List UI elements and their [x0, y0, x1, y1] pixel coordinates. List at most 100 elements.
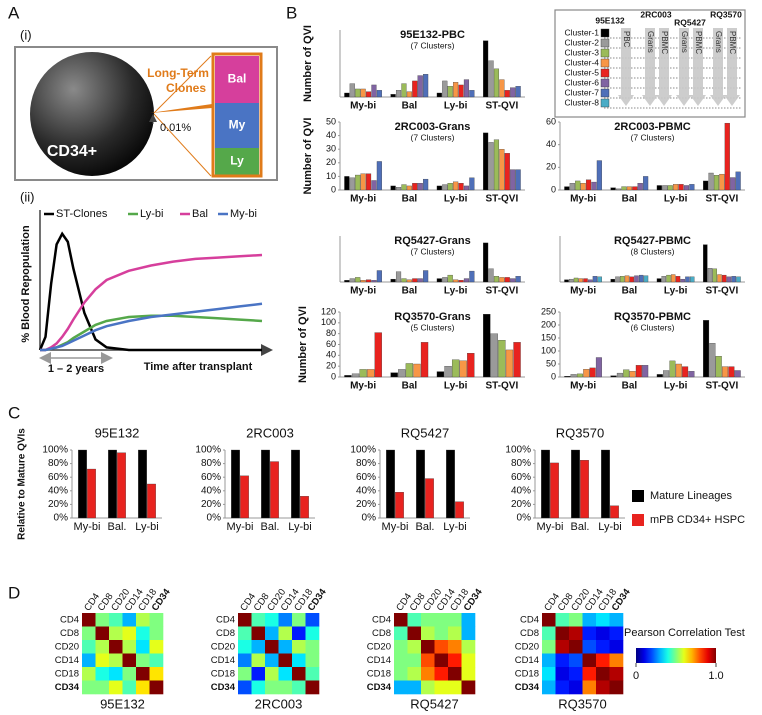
bar [621, 186, 627, 191]
y-tick-label: 100% [505, 445, 531, 456]
y-tick-label: 60 [326, 339, 336, 349]
bar [731, 276, 736, 283]
bar [451, 359, 460, 378]
heat-cell [265, 667, 279, 681]
row-label: CD8 [520, 628, 539, 639]
legend-label: Ly-bi [140, 208, 163, 220]
bar [642, 365, 649, 378]
bar [689, 184, 695, 191]
x-tick-label: Ly-bi [444, 194, 468, 205]
heat-cell [461, 613, 476, 627]
chart-title: RQ3570 [556, 425, 604, 440]
bar [401, 184, 407, 191]
x-tick-label: Ly-bi [444, 101, 468, 112]
legend-swatch [600, 88, 610, 98]
bar [610, 187, 616, 191]
x-tick-label: My-bi [350, 194, 376, 205]
heat-cell [278, 667, 293, 681]
bar [576, 373, 583, 378]
row-label: CD4 [60, 614, 79, 625]
bar [483, 132, 489, 191]
chart-subtitle: (5 Clusters) [411, 322, 455, 332]
bar [713, 175, 720, 191]
heat-cell [251, 667, 266, 681]
heat-cell [569, 680, 583, 695]
heat-cell [95, 653, 110, 668]
chart-subtitle: (7 Clusters) [411, 40, 455, 50]
bar [504, 90, 510, 98]
legend-label: My-bi [230, 208, 257, 220]
bar [78, 449, 87, 519]
row-label: CD8 [60, 628, 79, 639]
bar [569, 183, 575, 191]
bar [371, 280, 377, 283]
bar [682, 366, 689, 378]
legend-swatch [600, 78, 610, 88]
legend-label: Cluster-6 [565, 77, 600, 87]
x-tick-label: Bal. [261, 521, 280, 533]
y-tick-label: 80% [511, 458, 531, 469]
heat-cell [292, 680, 306, 695]
heat-cell [122, 613, 137, 627]
heat-cell [238, 640, 252, 654]
bar [87, 468, 96, 519]
colorbar: Pearson Correlation Test 0 1.0 [624, 627, 745, 682]
bar [571, 449, 580, 519]
row-label: CD14 [367, 655, 391, 666]
bar [712, 268, 717, 283]
bar [550, 462, 559, 519]
legend-label: Cluster-8 [565, 97, 600, 107]
lineage-box: Bal My Ly [211, 52, 263, 178]
bar [493, 276, 500, 283]
bar [569, 278, 574, 283]
y-tick-label: 80 [326, 328, 336, 338]
y-tick-label: 0 [551, 371, 556, 381]
heat-cell [278, 613, 293, 627]
y-tick-label: 30 [326, 144, 336, 154]
bar [423, 270, 429, 283]
heat-cell [555, 613, 570, 627]
heat-cell [555, 626, 570, 641]
row-label: CD20 [55, 641, 79, 652]
x-tick-label: Ly-bi [598, 521, 621, 533]
heat-cell [305, 640, 320, 654]
chart-title: RQ3570-Grans [394, 311, 470, 323]
bar [564, 279, 569, 283]
y-tick-label: 0 [331, 371, 336, 381]
bar [469, 177, 475, 191]
heat-cell [95, 613, 110, 627]
heat-cell [434, 680, 449, 695]
heat-cell [542, 667, 556, 681]
heat-cell [149, 680, 164, 695]
bar [416, 449, 425, 519]
lineage-segment [215, 103, 259, 148]
bar [615, 188, 622, 191]
legend-swatch [600, 98, 610, 108]
bar [463, 185, 470, 191]
y-tick-label: 100% [195, 445, 221, 456]
bar [675, 363, 682, 378]
row-label: CD4 [216, 614, 235, 625]
bar [360, 173, 366, 191]
heat-cell [292, 667, 306, 681]
x-tick-label: Bal [402, 194, 418, 205]
chart-title: RQ5427-PBMC [614, 235, 691, 247]
chart-title: 95E132-PBC [400, 29, 465, 41]
bar [629, 371, 636, 378]
bar [417, 75, 423, 98]
chart-title: RQ3570-PBMC [614, 311, 691, 323]
heat-cell [82, 653, 96, 668]
bar [447, 86, 453, 98]
bar [643, 176, 649, 191]
bar [395, 271, 402, 283]
bar [458, 84, 464, 98]
x-tick-label: Bal. [571, 521, 590, 533]
colorbar-title: Pearson Correlation Test [624, 627, 745, 639]
bar [291, 449, 300, 519]
heat-cell [305, 626, 320, 641]
bar [270, 461, 279, 519]
panel-c-legend: Mature Lineages mPB CD34+ HSPC [632, 490, 745, 526]
y-axis-label: Number of QVI [297, 306, 309, 383]
y-tick-label: 0% [362, 513, 377, 524]
panel-label: C [8, 403, 20, 422]
